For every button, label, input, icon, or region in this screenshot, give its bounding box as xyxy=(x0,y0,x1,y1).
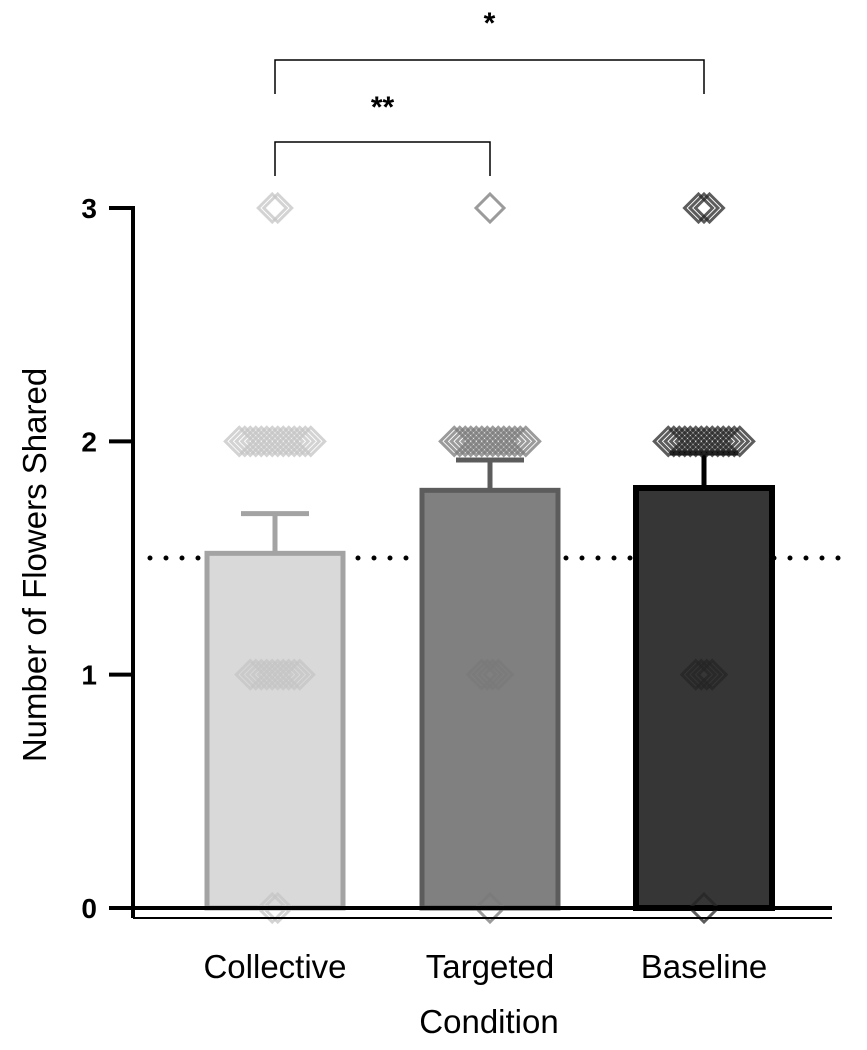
data-point-targeted xyxy=(443,425,476,458)
x-axis-title: Condition xyxy=(419,1003,558,1040)
y-tick-label: 1 xyxy=(81,660,97,691)
data-point-collective xyxy=(256,658,289,691)
bar-baseline xyxy=(633,485,775,911)
data-point-targeted xyxy=(476,658,509,691)
data-point-baseline xyxy=(696,658,729,691)
data-point-targeted xyxy=(438,425,471,458)
data-point-collective xyxy=(245,658,278,691)
data-point-collective xyxy=(234,425,267,458)
data-point-targeted xyxy=(454,425,487,458)
data-point-collective xyxy=(256,425,289,458)
data-point-collective xyxy=(228,425,261,458)
data-point-targeted xyxy=(473,191,507,225)
axes-layer: Collective Targeted Baseline 0 1 2 3 xyxy=(81,193,832,985)
data-point-baseline xyxy=(657,425,690,458)
data-point-targeted xyxy=(509,425,542,458)
bar-collective xyxy=(204,550,346,911)
significance-layer: *** xyxy=(274,7,705,176)
data-point-baseline xyxy=(682,191,715,225)
data-point-collective xyxy=(272,658,305,691)
data-point-collective xyxy=(261,425,294,458)
significance-label: ** xyxy=(371,91,395,124)
data-point-targeted xyxy=(460,425,493,458)
bars-layer xyxy=(204,485,775,911)
data-point-baseline xyxy=(707,425,740,458)
data-point-baseline xyxy=(674,425,707,458)
data-point-targeted xyxy=(482,658,515,691)
data-point-baseline xyxy=(723,425,756,458)
data-point-targeted xyxy=(465,425,498,458)
x-tick-label: Collective xyxy=(203,948,346,985)
data-point-baseline xyxy=(668,425,701,458)
data-point-collective xyxy=(283,425,316,458)
x-tick-label: Targeted xyxy=(426,948,554,985)
data-point-collective xyxy=(250,425,283,458)
data-point-baseline xyxy=(685,425,718,458)
data-point-targeted xyxy=(498,425,531,458)
data-point-baseline xyxy=(652,425,685,458)
data-point-collective xyxy=(278,425,311,458)
data-point-targeted xyxy=(493,425,526,458)
data-point-targeted xyxy=(471,658,504,691)
x-tick-label: Baseline xyxy=(641,948,768,985)
data-points-layer xyxy=(223,191,756,925)
data-point-baseline xyxy=(718,425,751,458)
significance-label: * xyxy=(484,7,496,40)
data-point-collective xyxy=(283,658,316,691)
data-point-collective xyxy=(245,425,278,458)
data-point-collective xyxy=(289,425,322,458)
data-point-collective xyxy=(267,658,300,691)
data-point-baseline xyxy=(712,425,745,458)
data-point-targeted xyxy=(449,425,482,458)
data-point-targeted xyxy=(487,425,520,458)
data-point-collective xyxy=(272,425,305,458)
data-point-baseline xyxy=(690,425,723,458)
data-point-collective xyxy=(250,658,283,691)
data-point-collective xyxy=(256,891,289,925)
data-point-baseline xyxy=(690,658,723,691)
y-axis-title: Number of Flowers Shared xyxy=(16,368,53,762)
data-point-collective xyxy=(256,191,289,225)
data-point-collective xyxy=(239,658,272,691)
data-point-collective xyxy=(261,191,294,225)
data-point-baseline xyxy=(701,425,734,458)
data-point-targeted xyxy=(465,658,498,691)
y-tick-label: 2 xyxy=(81,426,97,457)
data-point-baseline xyxy=(687,191,721,225)
data-point-targeted xyxy=(504,425,537,458)
data-point-targeted xyxy=(482,425,515,458)
significance-bracket xyxy=(274,59,705,94)
data-point-baseline xyxy=(679,658,712,691)
data-point-baseline xyxy=(696,425,729,458)
significance-bracket xyxy=(274,141,491,176)
data-point-targeted xyxy=(473,891,507,925)
y-tick-label: 0 xyxy=(81,893,97,924)
data-point-baseline xyxy=(685,658,718,691)
data-point-collective xyxy=(278,658,311,691)
data-point-collective xyxy=(239,425,272,458)
data-point-baseline xyxy=(679,425,712,458)
data-point-collective xyxy=(267,425,300,458)
data-point-collective xyxy=(294,425,327,458)
data-point-collective xyxy=(223,425,256,458)
data-point-targeted xyxy=(471,425,504,458)
data-point-baseline xyxy=(687,891,721,925)
data-point-baseline xyxy=(693,191,726,225)
data-point-collective xyxy=(261,891,294,925)
y-tick-label: 3 xyxy=(81,193,97,224)
bar-targeted xyxy=(419,487,561,911)
data-point-baseline xyxy=(663,425,696,458)
data-point-collective xyxy=(261,658,294,691)
data-point-collective xyxy=(234,658,267,691)
data-point-targeted xyxy=(476,425,509,458)
